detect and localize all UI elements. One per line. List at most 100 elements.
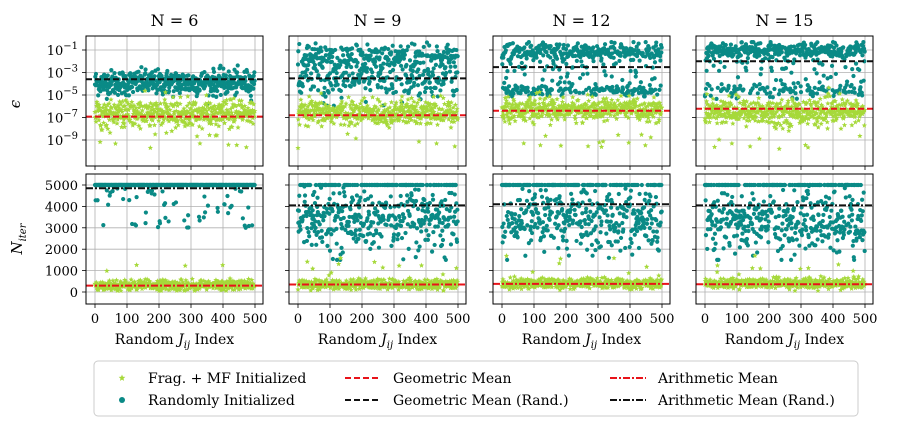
frag-point (318, 100, 325, 106)
rand-point (510, 41, 515, 46)
frag-point (448, 124, 454, 130)
rand-point (165, 68, 170, 74)
frag-point (113, 104, 119, 110)
frag-point (353, 286, 359, 292)
frag-point (108, 105, 115, 111)
frag-point (381, 277, 387, 283)
rand-point (127, 198, 132, 203)
rand-point (312, 189, 317, 195)
rand-point (363, 61, 368, 66)
rand-point (655, 92, 660, 97)
rand-point (398, 44, 403, 49)
frag-point (295, 286, 301, 292)
frag-point (298, 96, 304, 102)
rand-point (331, 191, 336, 196)
frag-point (177, 101, 183, 107)
frag-point (453, 265, 460, 271)
rand-point (325, 243, 330, 248)
frag-point (228, 106, 234, 112)
rand-point (347, 73, 352, 78)
frag-point (575, 97, 581, 103)
frag-point (408, 95, 415, 101)
rand-point (643, 54, 648, 59)
rand-point (348, 207, 353, 212)
rand-point (540, 77, 545, 82)
x-tick-label: 400 (211, 312, 236, 327)
frag-point (440, 117, 447, 123)
frag-point (579, 120, 586, 126)
rand-point (202, 194, 207, 199)
rand-point (573, 53, 578, 58)
frag-point (199, 125, 205, 131)
rand-point (581, 90, 586, 95)
rand-point (352, 80, 357, 85)
frag-point (115, 116, 121, 122)
frag-point (450, 104, 456, 110)
rand-point (522, 72, 527, 77)
rand-point (364, 69, 369, 74)
frag-point (431, 109, 437, 115)
rand-point (560, 91, 565, 96)
rand-point (408, 224, 413, 229)
frag-point (378, 103, 384, 109)
rand-point (618, 53, 623, 58)
rand-point (410, 68, 415, 74)
rand-point (379, 85, 384, 90)
frag-point (573, 120, 579, 126)
rand-point (322, 214, 327, 219)
rand-point (365, 42, 370, 47)
frag-point (392, 102, 398, 108)
rand-point (561, 42, 566, 48)
points (295, 182, 461, 293)
frag-point (214, 116, 221, 122)
rand-point (157, 221, 163, 226)
rand-point (297, 193, 302, 198)
rand-point (340, 209, 345, 214)
rand-point (404, 48, 409, 53)
rand-point (413, 187, 418, 192)
y-tick-label: 5000 (45, 179, 78, 194)
rand-point (381, 61, 386, 66)
axes-frame (85, 35, 264, 167)
rand-point (591, 59, 596, 64)
frag-point (539, 112, 545, 118)
frag-point (594, 114, 600, 120)
frag-point (134, 287, 140, 293)
frag-point (541, 96, 547, 102)
rand-point (330, 54, 335, 59)
frag-point (251, 110, 257, 116)
frag-point (438, 92, 444, 99)
frag-point (385, 105, 391, 111)
frag-point (220, 116, 226, 122)
rand-point (323, 53, 328, 58)
y-tick-label: 2000 (45, 243, 78, 258)
frag-point (418, 115, 424, 121)
frag-point (166, 287, 172, 293)
rand-point (341, 189, 347, 195)
frag-point (453, 109, 460, 115)
frag-point (350, 276, 357, 282)
rand-point (225, 89, 230, 95)
rand-point (337, 205, 343, 211)
axes-frame (85, 173, 264, 305)
rand-point (350, 197, 356, 203)
frag-point (572, 113, 578, 119)
frag-point (96, 102, 102, 108)
rand-point (430, 197, 436, 202)
frag-point (436, 105, 443, 112)
rand-point (244, 69, 250, 74)
frag-point (111, 119, 117, 125)
rand-point (367, 231, 373, 236)
frag-point (129, 99, 135, 105)
rand-point (447, 208, 452, 213)
frag-point (304, 258, 310, 264)
rand-point (413, 54, 418, 59)
rand-point (540, 92, 545, 97)
frag-point (380, 264, 386, 270)
rand-point (155, 224, 161, 230)
rand-point (502, 80, 507, 85)
frag-point (174, 102, 181, 108)
rand-point (215, 209, 220, 214)
rand-point (504, 75, 509, 81)
rand-point (239, 189, 244, 194)
